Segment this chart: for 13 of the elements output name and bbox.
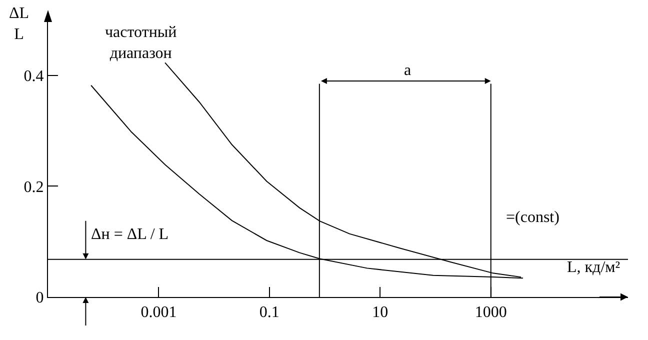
- x-axis-title: L, кд/м²: [567, 259, 620, 276]
- annotation: частотный диапазон: [105, 24, 178, 62]
- x-tick-label: 0.001: [140, 304, 177, 322]
- x-tick-label: 10: [372, 304, 388, 322]
- annotation: =(const): [506, 209, 560, 226]
- ref-line-label: Δн = ΔL / L: [91, 226, 169, 243]
- y-tick-label: 0: [36, 290, 44, 307]
- x-tick-label: 1000: [474, 304, 507, 322]
- x-tick-label: 0.1: [259, 304, 280, 322]
- y-tick-label: 0.4: [24, 68, 44, 85]
- y-axis-title: ΔL L: [9, 5, 30, 43]
- y-tick-label: 0.2: [24, 178, 44, 196]
- annotation: a: [404, 62, 412, 79]
